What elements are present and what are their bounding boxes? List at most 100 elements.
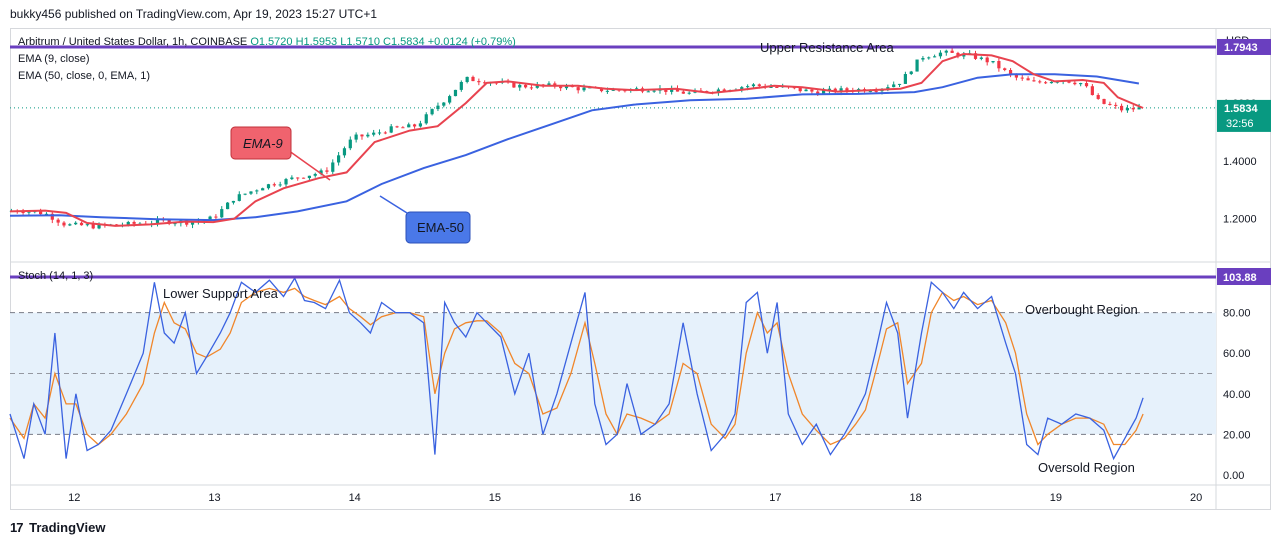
time-tick-label: 15 bbox=[489, 492, 501, 504]
candle-body bbox=[933, 56, 937, 58]
candle-body bbox=[664, 88, 668, 92]
legend-ema9[interactable]: EMA (9, close) bbox=[18, 53, 90, 65]
ema9-callout-pointer bbox=[284, 147, 331, 181]
candle-body bbox=[21, 211, 25, 213]
time-tick-label: 19 bbox=[1050, 492, 1062, 504]
candle-body bbox=[85, 224, 89, 226]
candle-body bbox=[518, 84, 522, 88]
candle-body bbox=[1008, 70, 1013, 75]
candles-group bbox=[9, 48, 1141, 230]
last-price-tag bbox=[1217, 99, 1271, 132]
candle-body bbox=[395, 126, 399, 128]
candle-body bbox=[407, 124, 411, 128]
legend-ema50[interactable]: EMA (50, close, 0, EMA, 1) bbox=[18, 70, 151, 82]
legend-stoch[interactable]: Stoch (14, 1, 3) bbox=[18, 270, 94, 282]
candle-body bbox=[243, 193, 247, 195]
candle-body bbox=[471, 76, 475, 82]
candle-body bbox=[307, 175, 311, 179]
upper-resistance-label: Upper Resistance Area bbox=[760, 40, 894, 55]
legend-symbol[interactable]: Arbitrum / United States Dollar, 1h, COI… bbox=[18, 36, 248, 48]
candle-body bbox=[325, 170, 329, 172]
candle-body bbox=[284, 179, 288, 185]
candle-body bbox=[342, 148, 347, 156]
candle-body bbox=[301, 177, 306, 179]
candle-body bbox=[1102, 98, 1106, 104]
candle-body bbox=[547, 83, 551, 86]
candle-body bbox=[646, 91, 650, 93]
candle-body bbox=[962, 53, 966, 57]
candle-body bbox=[483, 82, 487, 84]
candle-body bbox=[1067, 80, 1071, 83]
time-axis-ticks: 12 13 14 15 16 17 18 19 20 bbox=[68, 492, 1202, 504]
ema9-callout-label: EMA-9 bbox=[243, 136, 283, 151]
stoch-tick-label: 0.00 bbox=[1223, 470, 1244, 482]
stoch-tick-label: 40.00 bbox=[1223, 389, 1251, 401]
candle-body bbox=[401, 127, 405, 129]
candle-body bbox=[424, 114, 428, 124]
stoch-d-line bbox=[9, 287, 1144, 446]
candle-body bbox=[652, 90, 656, 92]
candle-body bbox=[909, 71, 913, 75]
candle-body bbox=[991, 61, 995, 63]
stoch-k-line bbox=[9, 276, 1144, 461]
ema9-line bbox=[9, 52, 1144, 227]
resistance-price-tag-text: 1.7943 bbox=[1224, 42, 1258, 54]
candle-body bbox=[231, 200, 236, 203]
candle-body bbox=[377, 132, 382, 134]
time-tick-label: 12 bbox=[68, 492, 80, 504]
candle-body bbox=[810, 89, 814, 92]
candle-body bbox=[290, 177, 294, 180]
candle-body bbox=[529, 87, 534, 89]
candle-body bbox=[208, 216, 212, 220]
stoch-tick-label: 80.00 bbox=[1223, 308, 1251, 320]
candle-body bbox=[1032, 80, 1036, 82]
candle-body bbox=[1073, 82, 1077, 85]
candle-body bbox=[266, 184, 271, 189]
candle-body bbox=[220, 209, 224, 218]
candle-body bbox=[675, 88, 680, 92]
candle-body bbox=[56, 219, 60, 223]
candle-body bbox=[249, 191, 253, 194]
price-tick-label: 1.2000 bbox=[1223, 214, 1257, 226]
candle-body bbox=[892, 84, 896, 88]
candle-body bbox=[746, 86, 750, 88]
time-tick-label: 17 bbox=[769, 492, 781, 504]
candle-body bbox=[611, 89, 615, 91]
candle-body bbox=[1003, 68, 1007, 71]
candle-body bbox=[412, 124, 417, 127]
tradingview-logo-icon: 17 bbox=[10, 520, 24, 535]
candle-body bbox=[868, 91, 872, 93]
candle-body bbox=[845, 88, 849, 91]
candle-body bbox=[91, 224, 95, 229]
candle-body bbox=[1014, 74, 1019, 78]
candle-body bbox=[79, 222, 84, 226]
candle-body bbox=[255, 190, 259, 192]
candle-body bbox=[1026, 78, 1030, 81]
candle-countdown-text: 32:56 bbox=[1226, 118, 1254, 130]
candle-body bbox=[769, 87, 773, 89]
candle-body bbox=[319, 170, 323, 174]
candle-body bbox=[331, 162, 335, 172]
candle-body bbox=[716, 89, 721, 93]
candle-body bbox=[1125, 108, 1130, 111]
candle-body bbox=[564, 85, 569, 89]
candle-body bbox=[886, 87, 890, 89]
candle-body bbox=[751, 84, 756, 87]
candle-body bbox=[372, 132, 376, 135]
candle-body bbox=[681, 91, 685, 94]
candle-body bbox=[979, 57, 983, 59]
stoch-tick-label: 20.00 bbox=[1223, 429, 1251, 441]
candle-body bbox=[126, 221, 130, 226]
time-tick-label: 18 bbox=[910, 492, 922, 504]
candle-body bbox=[132, 221, 136, 224]
candle-body bbox=[973, 53, 978, 59]
candle-body bbox=[173, 223, 177, 225]
candle-body bbox=[225, 202, 230, 210]
footer-brand: TradingView bbox=[29, 520, 106, 535]
oversold-label: Oversold Region bbox=[1038, 460, 1135, 475]
candle-body bbox=[635, 88, 639, 90]
candle-body bbox=[1114, 104, 1118, 106]
candle-body bbox=[418, 123, 423, 127]
candle-body bbox=[337, 155, 341, 163]
